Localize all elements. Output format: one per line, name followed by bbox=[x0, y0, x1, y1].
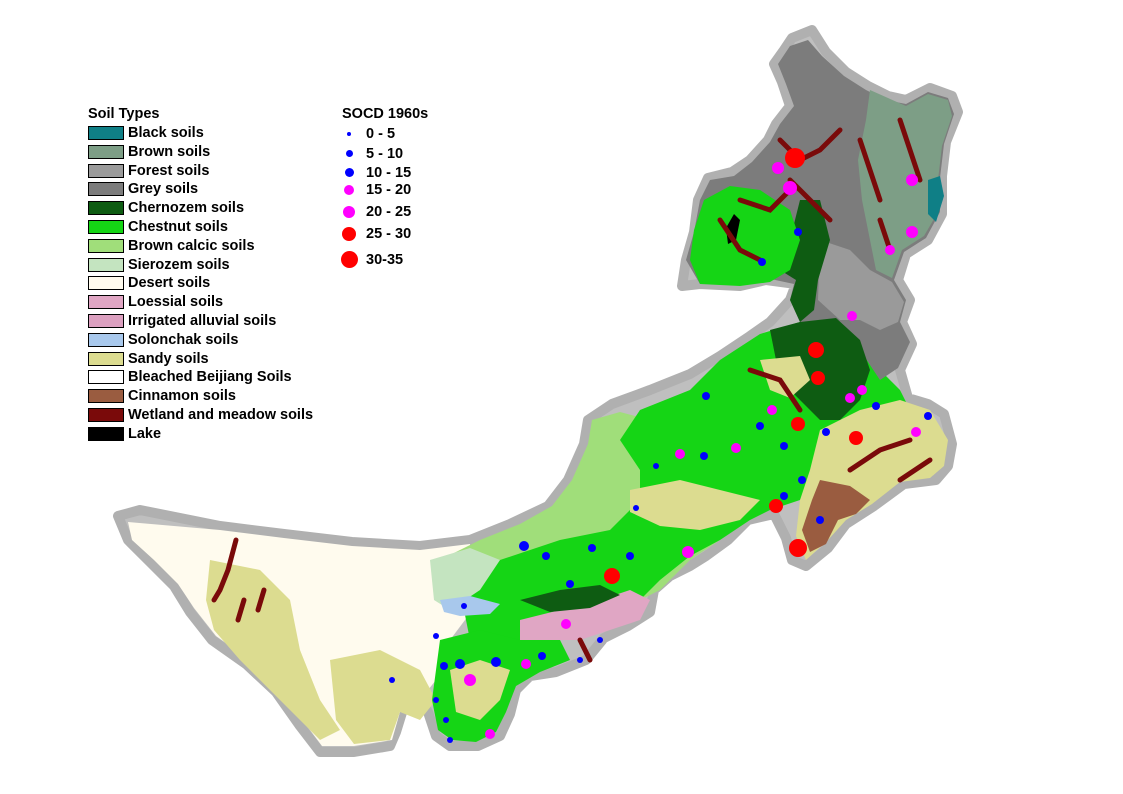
soil-legend-label: Desert soils bbox=[128, 275, 211, 292]
soil-legend-item: Black soils bbox=[88, 124, 204, 142]
socd-legend-label: 30-35 bbox=[366, 251, 404, 268]
socd-legend-label: 0 - 5 bbox=[366, 125, 396, 142]
soil-legend-item: Lake bbox=[88, 425, 161, 443]
sierozem-region bbox=[430, 548, 500, 610]
soil-legend-swatch bbox=[88, 182, 124, 197]
soil-legend-swatch bbox=[88, 238, 124, 253]
socd-legend-symbol bbox=[338, 180, 360, 199]
soil-legend-label: Lake bbox=[128, 425, 162, 442]
soil-legend-swatch bbox=[88, 314, 124, 328]
soil-legend-label: Irrigated alluvial soils bbox=[128, 313, 277, 329]
soil-legend-label: Grey soils bbox=[128, 181, 199, 198]
socd-legend-symbol bbox=[338, 202, 360, 221]
soil-legend-label: Sierozem soils bbox=[128, 256, 230, 273]
soil-legend-item: Chestnut soils bbox=[88, 218, 228, 236]
wetland-streaks bbox=[211, 117, 933, 663]
soil-legend-label: Cinnamon soils bbox=[128, 388, 236, 405]
sandy-ordos-region bbox=[450, 660, 510, 720]
soil-legend-swatch bbox=[88, 408, 124, 422]
circle-marker-icon bbox=[342, 226, 356, 241]
soil-legend-swatch bbox=[88, 332, 124, 347]
socd-legend-item: 5 - 10 bbox=[338, 144, 403, 163]
soil-legend-label: Chernozem soils bbox=[128, 200, 245, 217]
chernozem-ordos bbox=[520, 585, 620, 612]
soil-legend-label: Black soils bbox=[128, 125, 204, 141]
soil-legend-label: Bleached Beijiang Soils bbox=[128, 369, 292, 386]
circle-marker-icon bbox=[343, 205, 355, 218]
socd-legend-symbol bbox=[338, 250, 360, 269]
sandy-west-region bbox=[206, 560, 340, 740]
soil-legend-swatch bbox=[88, 126, 124, 140]
soil-legend-swatch bbox=[88, 220, 124, 234]
circle-marker-icon bbox=[344, 168, 354, 177]
soil-legend-item: Cinnamon soils bbox=[88, 387, 236, 405]
soil-legend-swatch bbox=[88, 370, 124, 385]
soil-legend-item: Desert soils bbox=[88, 274, 210, 292]
forest-soils-region bbox=[818, 240, 904, 330]
soil-legend-label: Brown soils bbox=[128, 143, 211, 160]
socd-legend-symbol bbox=[338, 144, 360, 163]
soil-legend-item: Brown soils bbox=[88, 143, 210, 161]
circle-marker-icon bbox=[345, 150, 353, 157]
socd-legend-item: 15 - 20 bbox=[338, 180, 411, 199]
soil-legend-item: Sierozem soils bbox=[88, 256, 230, 274]
sandy-mid-region-2 bbox=[760, 356, 810, 398]
soil-legend-item: Loessial soils bbox=[88, 293, 223, 311]
socd-legend-label: 15 - 20 bbox=[366, 181, 412, 198]
soil-legend-swatch bbox=[88, 351, 124, 366]
soil-legend-swatch bbox=[88, 426, 124, 441]
socd-legend-label: 20 - 25 bbox=[366, 203, 412, 220]
soil-legend-swatch bbox=[88, 201, 124, 216]
soil-legend-swatch bbox=[88, 389, 124, 404]
soil-legend-swatch bbox=[88, 163, 124, 178]
socd-legend-item: 25 - 30 bbox=[338, 224, 411, 243]
soil-legend-item: Solonchak soils bbox=[88, 331, 238, 349]
black-soils-region bbox=[928, 176, 944, 222]
sandy-central-region bbox=[330, 650, 436, 744]
socd-legend-item: 30-35 bbox=[338, 250, 403, 269]
circle-marker-icon bbox=[347, 131, 351, 136]
soil-legend-swatch bbox=[88, 257, 124, 272]
circle-marker-icon bbox=[344, 184, 354, 195]
soil-legend-label: Brown calcic soils bbox=[128, 237, 255, 254]
sandy-mid-region bbox=[630, 480, 760, 530]
soil-legend-item: Grey soils bbox=[88, 180, 198, 198]
soil-legend-title: Soil Types bbox=[88, 106, 160, 122]
circle-marker-icon bbox=[340, 251, 358, 268]
socd-legend-label: 25 - 30 bbox=[366, 225, 412, 242]
soil-legend-label: Chestnut soils bbox=[128, 219, 228, 235]
solonchak-region bbox=[440, 596, 500, 616]
soil-legend-label: Solonchak soils bbox=[128, 331, 239, 348]
socd-legend-item: 20 - 25 bbox=[338, 202, 411, 221]
soil-legend-item: Bleached Beijiang Soils bbox=[88, 368, 292, 386]
soil-legend-label: Wetland and meadow soils bbox=[128, 407, 314, 423]
socd-legend-symbol bbox=[338, 124, 360, 143]
soil-legend-swatch bbox=[88, 276, 124, 291]
socd-legend-item: 10 - 15 bbox=[338, 163, 411, 182]
socd-legend-label: 10 - 15 bbox=[366, 164, 412, 181]
socd-legend-symbol bbox=[338, 224, 360, 243]
socd-legend-item: 0 - 5 bbox=[338, 124, 395, 143]
soil-legend-label: Loessial soils bbox=[128, 294, 224, 311]
loessial-strip bbox=[520, 590, 650, 640]
socd-legend-symbol bbox=[338, 163, 360, 182]
soil-legend-swatch bbox=[88, 144, 124, 159]
soil-legend-item: Brown calcic soils bbox=[88, 237, 255, 255]
socd-legend-label: 5 - 10 bbox=[366, 145, 404, 162]
soil-legend-item: Sandy soils bbox=[88, 350, 209, 368]
soil-legend-swatch bbox=[88, 295, 124, 310]
socd-points bbox=[389, 148, 932, 743]
soil-legend-item: Forest soils bbox=[88, 162, 209, 180]
soil-legend-item: Chernozem soils bbox=[88, 199, 244, 217]
soil-legend-item: Irrigated alluvial soils bbox=[88, 312, 276, 330]
chernozem-central-region bbox=[770, 318, 870, 420]
soil-legend-label: Sandy soils bbox=[128, 350, 209, 367]
soil-legend-item: Wetland and meadow soils bbox=[88, 406, 313, 424]
soil-legend-label: Forest soils bbox=[128, 162, 210, 179]
cinnamon-region bbox=[802, 480, 870, 552]
socd-legend-title: SOCD 1960s bbox=[342, 106, 429, 122]
